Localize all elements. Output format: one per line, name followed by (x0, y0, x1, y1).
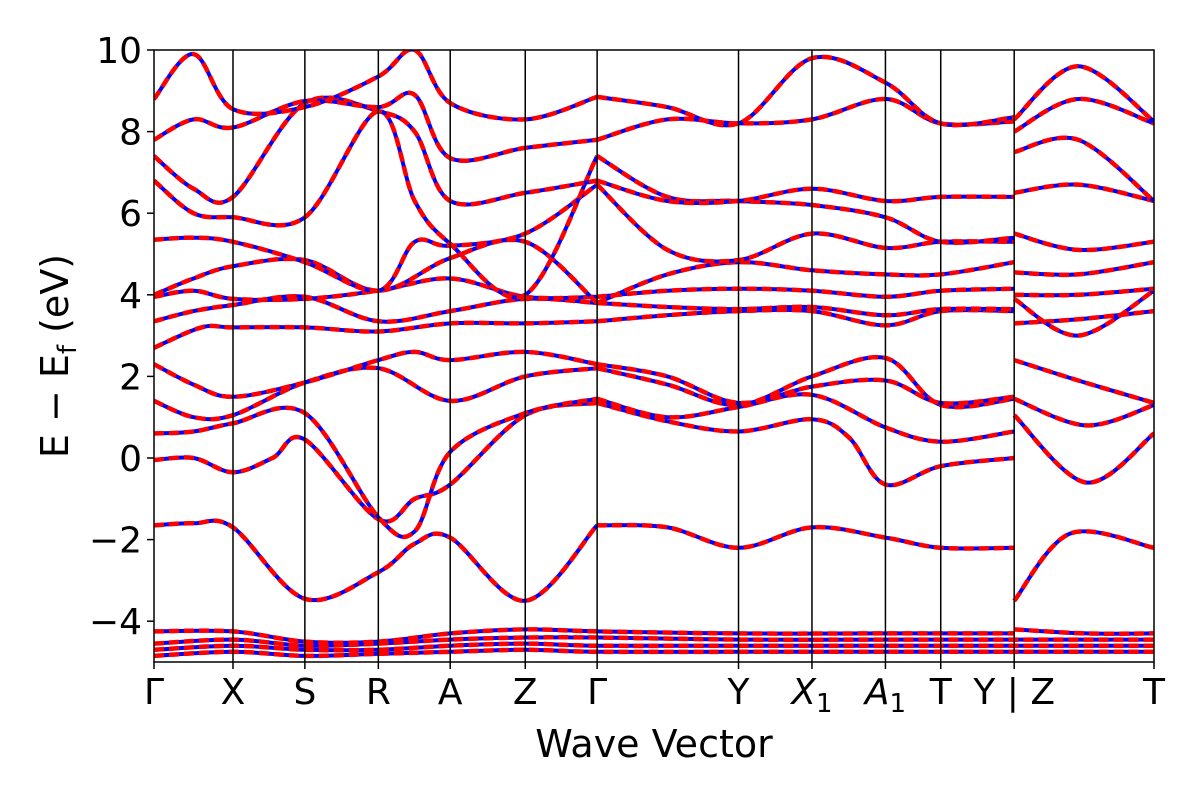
band-line-dashed-13 (1013, 357, 1154, 406)
x-tick-label: X1 (789, 672, 832, 719)
band-line-dashed-0 (154, 400, 598, 524)
band-line-dashed-22 (1014, 286, 1154, 298)
y-axis-title-main: E − E (33, 354, 77, 458)
x-tick-label: R (366, 672, 391, 713)
band-line-dashed-4 (1012, 529, 1154, 603)
high-symmetry-lines (232, 50, 1015, 662)
y-tick-label: −4 (89, 602, 142, 643)
x-tick-label: T (929, 672, 953, 713)
plot-frame (153, 49, 1155, 663)
band-line-dashed-31 (1013, 182, 1154, 204)
band-line-dashed-14 (154, 319, 598, 350)
band-line-dashed-20 (154, 276, 598, 303)
band-line-dashed-44 (154, 647, 1154, 659)
band-line-dashed-10 (1013, 396, 1154, 428)
y-tick-label: 0 (119, 439, 142, 480)
band-line-dashed-17 (154, 294, 598, 324)
x-tick-label: X (221, 672, 246, 713)
y-axis-title: E − Ef (eV) (33, 254, 83, 458)
band-line-dashed-43 (154, 641, 1154, 653)
band-line-dashed-7 (1012, 413, 1154, 485)
band-line-dashed-37 (1013, 96, 1154, 134)
band-line-dashed-40 (1012, 64, 1154, 124)
y-tick-label: 2 (119, 357, 142, 398)
band-line-dashed-11 (154, 349, 598, 400)
y-tick-label: 6 (119, 194, 142, 235)
band-line-dashed-19 (1012, 288, 1154, 338)
y-axis-title-unit: (eV) (33, 254, 77, 345)
x-axis-ticks: Γ X S R A Z Γ Y X1 A1 T Y | Z T (144, 662, 1166, 719)
x-tick-label: T (1142, 672, 1166, 713)
y-tick-label: 10 (96, 31, 142, 72)
y-axis-title-subscript: f (53, 344, 83, 354)
band-line-dashed-1 (596, 400, 1015, 488)
band-line-dashed-28 (1013, 231, 1154, 253)
band-line-dashed-34 (1013, 135, 1154, 203)
y-tick-label: 8 (119, 113, 142, 154)
y-tick-label: 4 (119, 276, 142, 317)
band-line-dashed-35 (154, 90, 598, 164)
x-tick-label: A1 (863, 672, 906, 719)
x-axis-title: Wave Vector (535, 722, 773, 766)
band-line-dashed-16 (1014, 308, 1154, 326)
band-line-dashed-25 (1014, 259, 1154, 278)
x-tick-label: Y | Z (972, 672, 1055, 713)
y-axis-ticks: 10 8 6 4 2 0 −2 −4 (89, 31, 154, 643)
band-line-dashed-42 (154, 635, 1154, 649)
band-line-dashed-41 (154, 627, 1015, 646)
x-tick-label: Γ (587, 672, 607, 713)
x-tick-label: S (293, 672, 316, 713)
y-tick-label: −2 (89, 521, 142, 562)
x-tick-label: Y (727, 672, 751, 713)
x-tick-label: Γ (144, 672, 164, 713)
x-tick-label: A (438, 672, 463, 713)
band-line-dashed-38 (154, 50, 598, 122)
band-line-dashed-45 (1014, 627, 1154, 636)
x-tick-label: Z (513, 672, 538, 713)
